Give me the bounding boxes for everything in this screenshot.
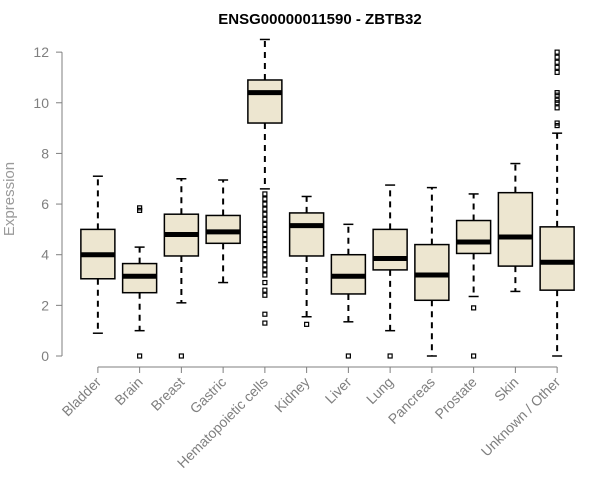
y-tick-label: 12 <box>33 44 49 60</box>
outlier-point <box>262 287 268 293</box>
y-tick-label: 2 <box>41 297 49 313</box>
box-iqr <box>539 226 575 291</box>
box-1 <box>121 205 158 359</box>
x-tick-label: Bladder <box>59 374 105 420</box>
outlier-point <box>262 262 268 268</box>
outlier-point <box>262 236 268 243</box>
outlier-point <box>262 272 268 278</box>
box-7 <box>372 184 408 359</box>
box-10 <box>497 162 534 293</box>
outlier-point <box>262 191 268 197</box>
x-tick-label: Breast <box>148 374 188 414</box>
box-iqr <box>205 214 241 245</box>
box-6 <box>330 223 367 359</box>
y-tick-label: 0 <box>41 348 49 364</box>
outlier-point <box>262 311 268 317</box>
outlier-point <box>178 353 184 359</box>
y-tick-label: 8 <box>41 145 49 161</box>
x-tick-label: Skin <box>491 374 522 405</box>
box-4 <box>247 38 283 326</box>
outlier-point <box>554 69 560 75</box>
outlier-point <box>262 231 268 238</box>
x-tick-label: Kidney <box>271 374 313 416</box>
outlier-point <box>262 216 268 222</box>
box-11 <box>539 49 575 357</box>
x-tick-label: Unknown / Other <box>478 374 564 460</box>
box-iqr <box>497 191 534 267</box>
outlier-point <box>262 252 268 258</box>
box-iqr <box>414 243 450 302</box>
outlier-point <box>262 206 268 212</box>
outlier-point <box>262 196 268 202</box>
outlier-point <box>262 292 268 298</box>
x-tick-label: Prostate <box>432 374 480 422</box>
y-tick-label: 4 <box>41 247 49 263</box>
y-axis-label: Expression <box>1 162 18 236</box>
outlier-point <box>554 90 560 96</box>
box-iqr <box>455 219 492 255</box>
outlier-point <box>554 64 560 70</box>
outlier-point <box>262 247 268 253</box>
x-tick-label: Liver <box>322 374 355 407</box>
box-9 <box>455 193 492 359</box>
y-axis: 0 2 4 6 8 10 12 <box>33 44 63 364</box>
outlier-point <box>262 201 268 207</box>
outlier-point <box>554 59 560 65</box>
outlier-point <box>554 105 560 111</box>
outlier-point <box>262 257 268 263</box>
x-tick-label: Brain <box>111 374 145 408</box>
box-5 <box>288 195 325 327</box>
box-iqr <box>247 79 283 124</box>
outlier-point <box>262 241 268 248</box>
box-3 <box>205 179 241 284</box>
box-iqr <box>288 212 325 257</box>
outlier-point <box>262 226 268 232</box>
outlier-point <box>554 54 560 60</box>
outlier-point <box>262 221 268 227</box>
box-0 <box>80 175 116 334</box>
outlier-point <box>262 320 268 326</box>
outlier-point <box>137 205 143 211</box>
y-tick-label: 10 <box>33 95 49 111</box>
outlier-point <box>137 353 143 359</box>
box-2 <box>163 177 200 359</box>
x-tick-label: Lung <box>363 374 396 407</box>
y-tick-label: 6 <box>41 196 49 212</box>
outlier-point <box>471 305 477 311</box>
outlier-point <box>471 353 477 359</box>
outlier-point <box>262 267 268 273</box>
outlier-point <box>304 321 310 327</box>
outlier-point <box>554 120 560 126</box>
outlier-point <box>345 353 351 359</box>
box-iqr <box>372 228 408 271</box>
outlier-point <box>554 97 560 103</box>
outlier-point <box>387 353 393 359</box>
outlier-point <box>262 279 268 286</box>
chart-title: ENSG00000011590 - ZBTB32 <box>218 11 421 28</box>
box-8 <box>414 186 450 357</box>
outlier-point <box>262 211 268 217</box>
outlier-point <box>554 49 560 55</box>
box-series <box>80 38 575 359</box>
